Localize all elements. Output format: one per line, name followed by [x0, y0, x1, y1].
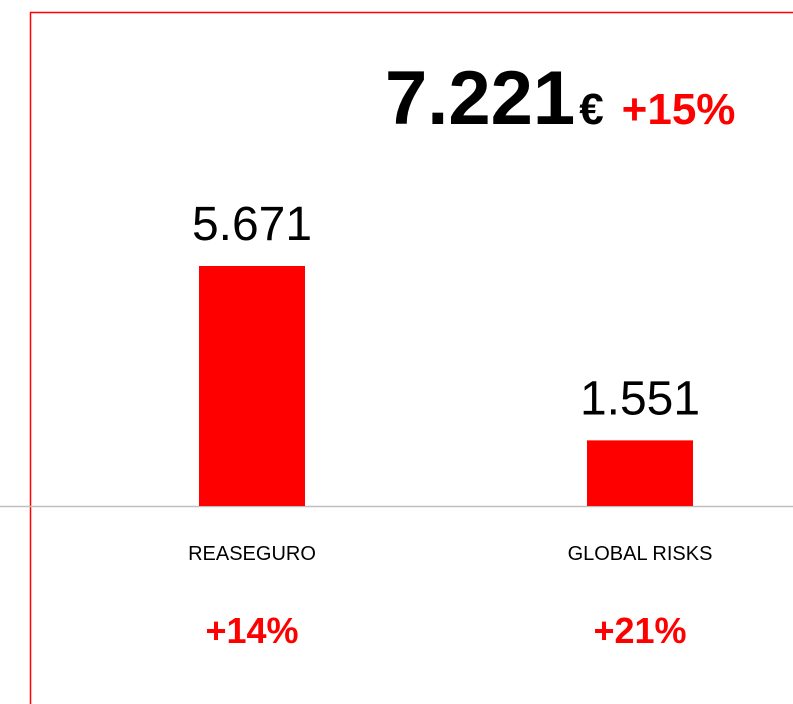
change-label: +14%: [205, 610, 298, 651]
change-label: +21%: [593, 610, 686, 651]
bar: [587, 440, 693, 506]
chart-title: 7.221€ +15%: [385, 56, 735, 141]
total-change: +15%: [622, 85, 736, 134]
category-label: REASEGURO: [188, 543, 316, 565]
value-label: 5.671: [192, 198, 312, 251]
total: 7.221: [385, 56, 575, 141]
currency: €: [579, 85, 603, 134]
category-label: GLOBAL RISKS: [568, 543, 713, 565]
value-label: 1.551: [580, 372, 700, 425]
bar: [199, 266, 305, 506]
